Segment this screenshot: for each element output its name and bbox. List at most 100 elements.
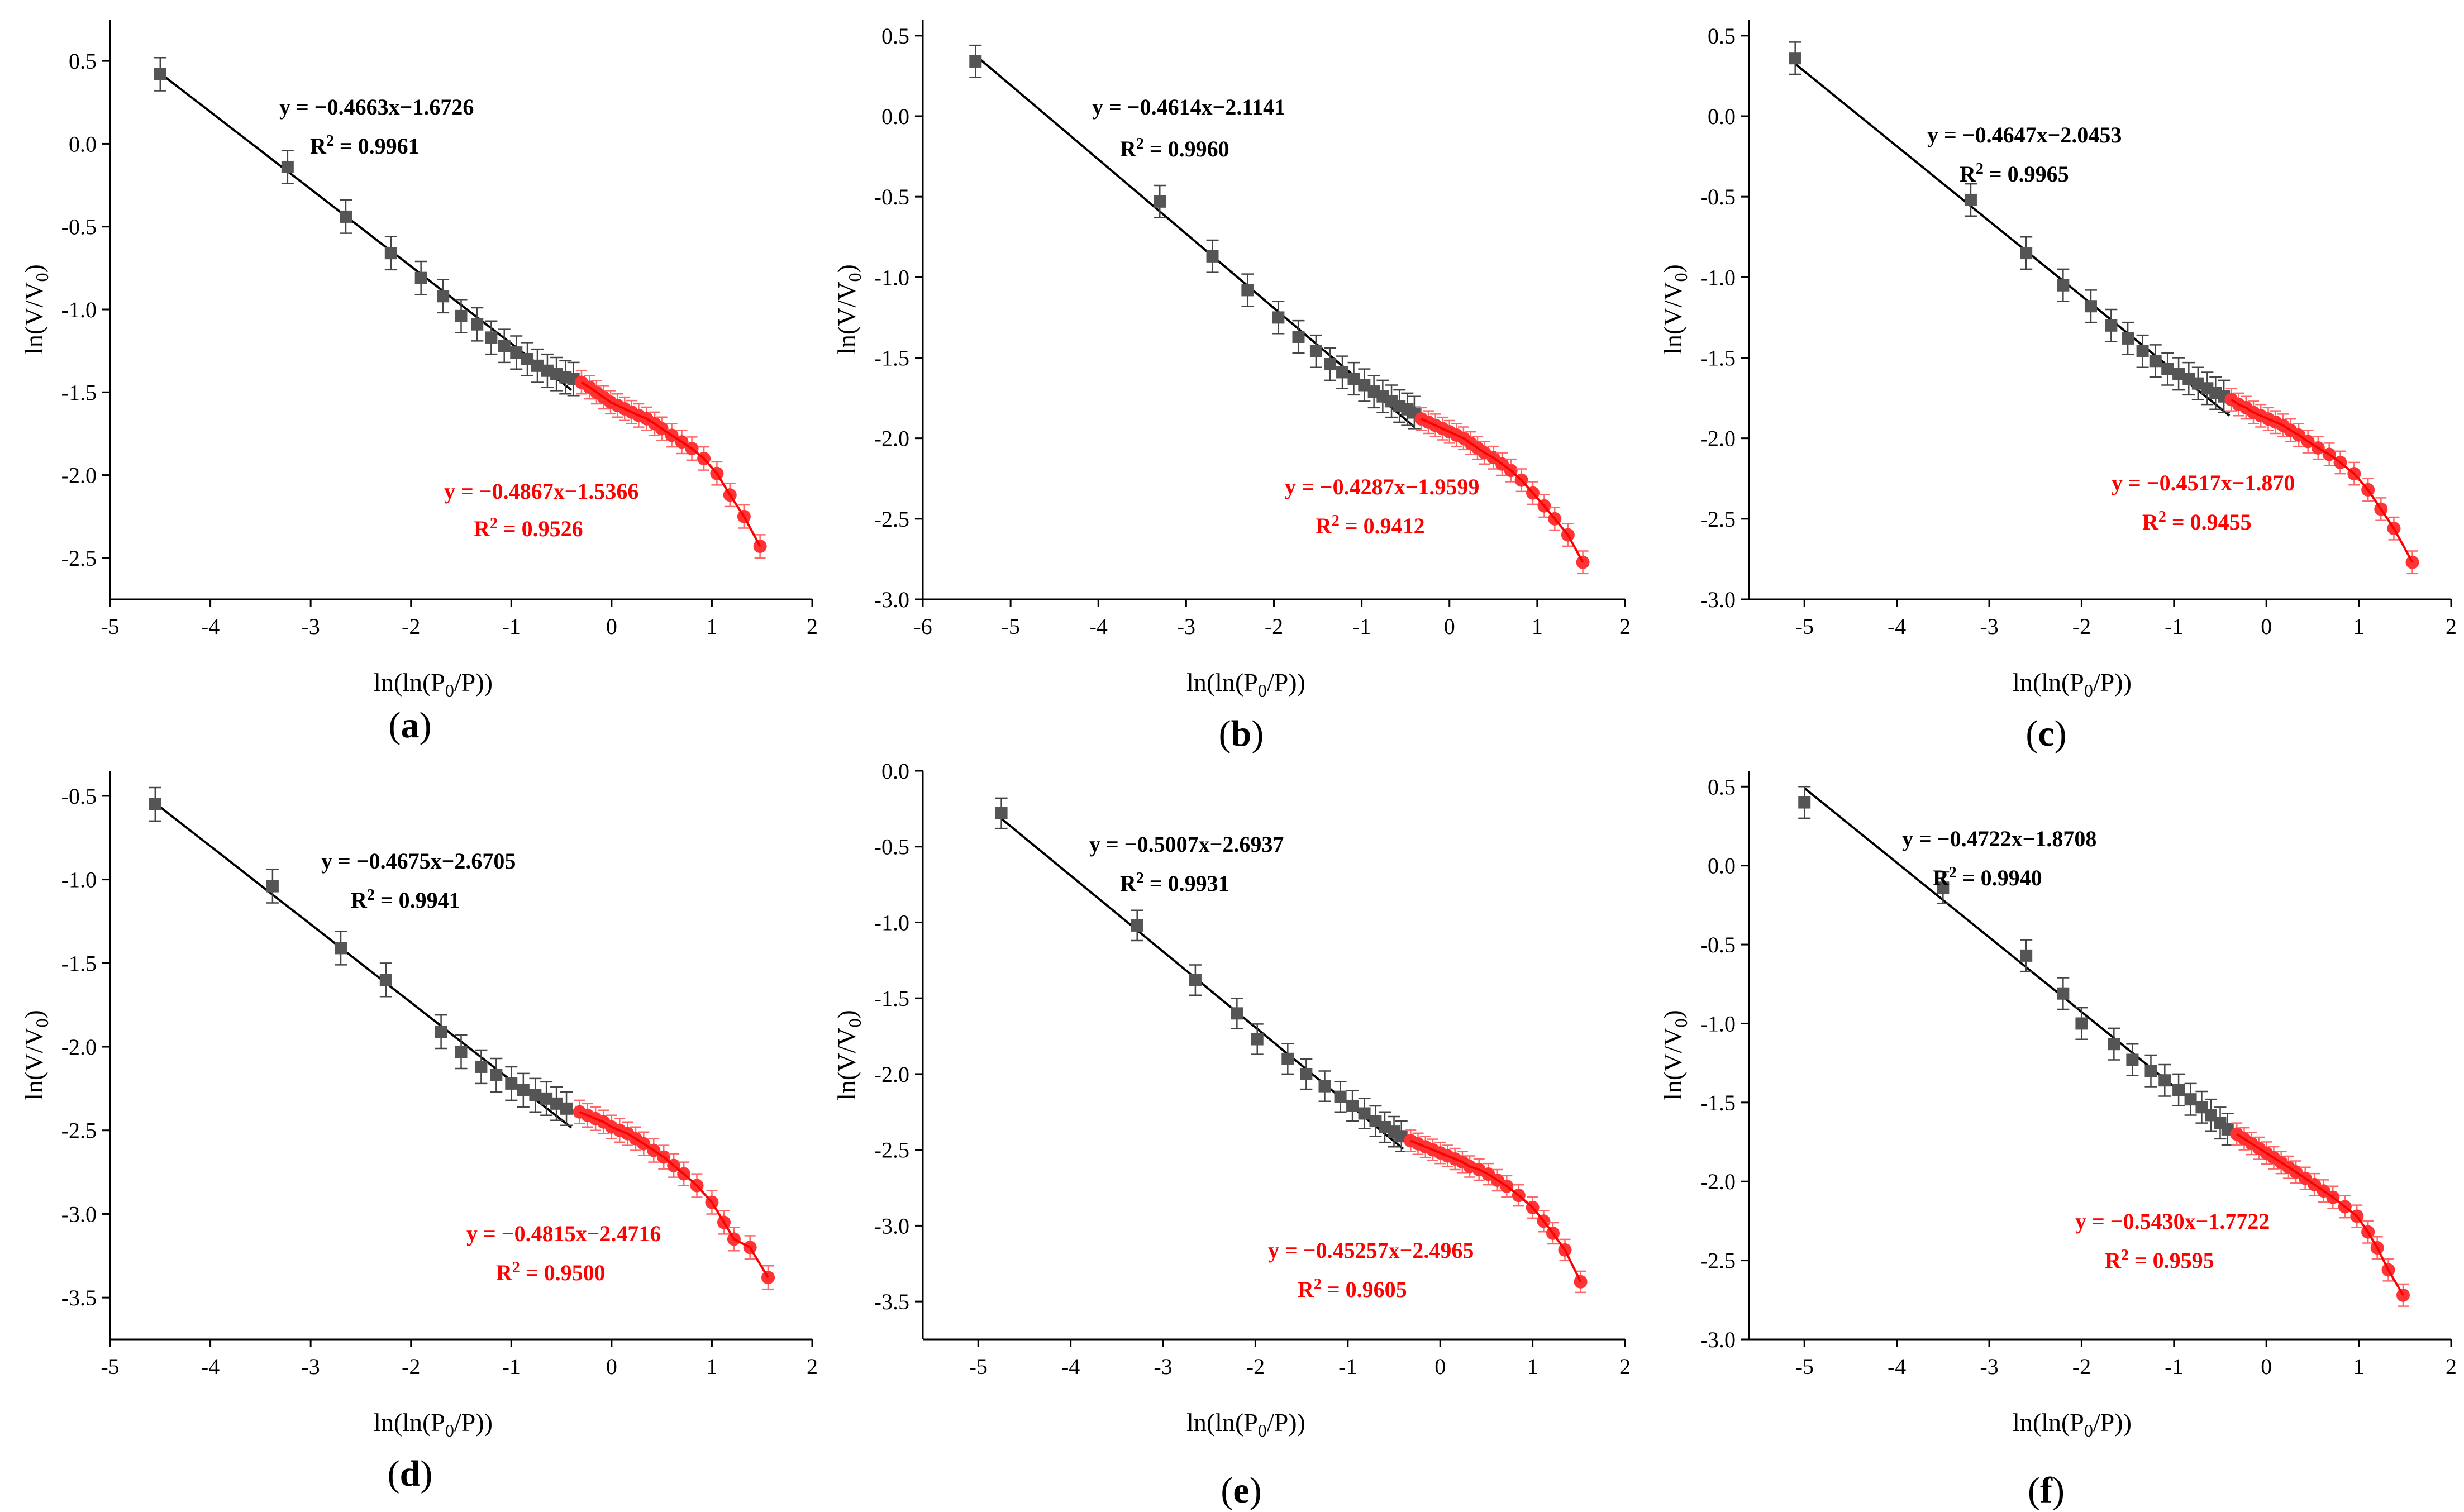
x-tick-label: 1 xyxy=(2353,1354,2365,1379)
y-axis-title-group: ln(V/V0) xyxy=(1658,264,1691,355)
data-point-black xyxy=(471,318,484,331)
data-point-black xyxy=(1789,52,1801,65)
panel-label: (a) xyxy=(389,705,432,746)
y-tick-label: -1.0 xyxy=(61,867,97,893)
panel-label: (d) xyxy=(388,1453,433,1494)
r-squared-black: R2 = 0.9960 xyxy=(1120,135,1229,161)
r-squared-black: R2 = 0.9931 xyxy=(1120,870,1229,896)
panel-e: -5 -4 -3 -2 -1 0 1 2 0.0 -0.5 -1.0 -1.5 -2.0 -2.5 -3.0… xyxy=(832,759,1631,1511)
x-tick-label: -3 xyxy=(1980,1354,1998,1379)
panel-label: (c) xyxy=(2025,713,2066,754)
x-tick-label: -5 xyxy=(1001,614,1019,639)
x-tick-label: -3 xyxy=(1177,614,1195,639)
r-squared-red: R2 = 0.9595 xyxy=(2105,1247,2214,1273)
data-point-black xyxy=(490,1069,503,1081)
data-point-black xyxy=(1336,366,1349,379)
data-point-black xyxy=(2172,1084,2185,1096)
fit-curve-red xyxy=(580,381,761,547)
panel-f: -5 -4 -3 -2 -1 0 1 2 0.5 0.0 -0.5 -1.0 -1.5 -2.0 -2.5 -… xyxy=(1658,771,2457,1511)
y-tick-label: -2.0 xyxy=(61,1034,97,1060)
data-point-black xyxy=(154,68,166,80)
x-tick-label: 0 xyxy=(2261,614,2272,639)
x-tick-label: 1 xyxy=(706,1354,717,1379)
y-tick-label: -3.5 xyxy=(874,1289,909,1314)
data-point-black xyxy=(2020,949,2033,962)
fit-line-black xyxy=(1794,63,2231,417)
x-tick-label: 1 xyxy=(1532,614,1543,639)
fit-curve-red xyxy=(579,1110,769,1279)
x-tick-label: -5 xyxy=(1795,1354,1814,1379)
x-axis-title: ln(ln(P0/P)) xyxy=(374,1408,493,1441)
r-squared-red: R2 = 0.9605 xyxy=(1298,1276,1407,1302)
data-point-black xyxy=(2191,377,2204,390)
y-tick-label: -0.5 xyxy=(61,784,97,809)
data-point-black xyxy=(437,290,450,303)
y-tick-label: -2.5 xyxy=(61,546,97,571)
y-tick-label: 0.5 xyxy=(881,23,909,49)
data-point-black xyxy=(1131,919,1143,932)
data-point-black xyxy=(1324,358,1337,371)
data-point-black xyxy=(455,309,468,322)
x-axis-title: ln(ln(P0/P)) xyxy=(374,668,493,700)
data-point-black xyxy=(531,359,544,372)
fit-equation-red: y = −0.4815x−2.4716 xyxy=(466,1221,661,1246)
data-point-black xyxy=(540,1092,553,1105)
y-tick-label: -1.5 xyxy=(874,346,909,371)
data-point-black xyxy=(2158,1074,2171,1087)
panel-c: -5 -4 -3 -2 -1 0 1 2 0.5 0.0 -0.5 -1.0 -1.5 -2.0 -2.5 -… xyxy=(1658,20,2457,754)
x-tick-label: 1 xyxy=(2353,614,2365,639)
data-point-black xyxy=(969,55,982,68)
y-tick-label: -0.5 xyxy=(1700,932,1736,957)
data-point-black xyxy=(2136,345,2149,357)
y-tick-label: -1.0 xyxy=(1700,265,1736,290)
fit-equation-black: y = −0.4722x−1.8708 xyxy=(1902,826,2096,851)
fit-curve-red xyxy=(2231,398,2414,563)
data-point-black xyxy=(560,1102,573,1115)
x-tick-label: -2 xyxy=(402,614,420,639)
data-point-black xyxy=(2149,355,2162,368)
data-point-black xyxy=(2184,1093,2197,1106)
data-point-black xyxy=(521,352,534,365)
y-axis-title: ln(V/V0) xyxy=(1658,264,1691,355)
y-tick-label: 0.0 xyxy=(69,131,97,156)
x-tick-label: -4 xyxy=(1061,1354,1080,1379)
data-point-black xyxy=(2126,1053,2139,1066)
x-axis-title: ln(ln(P0/P)) xyxy=(1186,668,1305,700)
data-point-black xyxy=(414,271,427,284)
y-tick-label: -3.0 xyxy=(874,1213,909,1238)
x-tick-label: -2 xyxy=(402,1354,420,1379)
data-point-black xyxy=(149,798,161,810)
x-tick-label: 2 xyxy=(2446,614,2457,639)
y-tick-label: 0.0 xyxy=(1708,104,1736,129)
fit-curve-red xyxy=(1421,418,1584,563)
data-point-black xyxy=(1206,250,1219,263)
x-tick-label: -4 xyxy=(1089,614,1108,639)
x-tick-label: 2 xyxy=(1619,1354,1631,1379)
data-point-black xyxy=(1300,1067,1313,1080)
r-squared-red: R2 = 0.9455 xyxy=(2142,508,2252,535)
x-tick-label: -3 xyxy=(1980,614,1998,639)
x-tick-label: 2 xyxy=(807,614,818,639)
x-tick-label: 1 xyxy=(706,614,717,639)
y-tick-label: -2.0 xyxy=(1700,426,1736,451)
data-point-black xyxy=(1154,195,1166,208)
data-point-black xyxy=(1347,372,1360,385)
data-point-black xyxy=(2182,372,2195,385)
data-point-black xyxy=(517,1084,530,1096)
fit-equation-red: y = −0.4287x−1.9599 xyxy=(1285,474,1479,499)
y-tick-label: -2.0 xyxy=(874,1062,909,1087)
x-axis-title: ln(ln(P0/P)) xyxy=(2013,1408,2132,1441)
fit-equation-black: y = −0.4675x−2.6705 xyxy=(321,848,516,874)
data-point-red xyxy=(761,1271,775,1285)
y-axis-title-group: ln(V/V0) xyxy=(20,1010,52,1100)
fit-curve-red xyxy=(2236,1133,2404,1296)
x-tick-label: 0 xyxy=(1444,614,1455,639)
r-squared-black: R2 = 0.9941 xyxy=(351,886,460,913)
fit-equation-black: y = −0.4647x−2.0453 xyxy=(1927,122,2122,147)
x-tick-label: -2 xyxy=(1246,1354,1265,1379)
panel-label: (f) xyxy=(2028,1470,2065,1511)
y-tick-label: -1.5 xyxy=(1700,1090,1736,1115)
data-point-black xyxy=(550,1097,563,1110)
r-squared-black: R2 = 0.9961 xyxy=(310,132,420,159)
y-axis-title: ln(V/V0) xyxy=(20,264,52,355)
